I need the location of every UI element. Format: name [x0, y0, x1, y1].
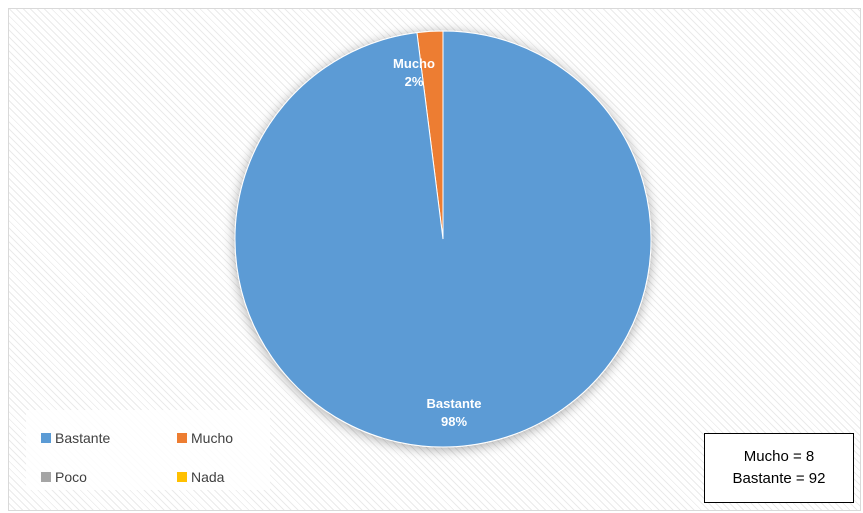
pie-slice-bastante	[234, 30, 652, 448]
chart-area: Mucho 2% Bastante 98% Bastante Mucho Poco N…	[8, 8, 861, 511]
legend-swatch-mucho	[177, 433, 187, 443]
legend-label-nada: Nada	[191, 469, 225, 485]
legend-label-poco: Poco	[55, 469, 87, 485]
legend-label-mucho: Mucho	[191, 430, 234, 446]
legend-item-poco: Poco	[41, 469, 87, 485]
note-line-mucho: Mucho = 8	[743, 448, 815, 465]
legend-label-bastante: Bastante	[55, 430, 111, 446]
legend: Bastante Mucho Poco Nada	[26, 410, 270, 490]
data-label-bastante: Bastante 98%	[427, 396, 482, 429]
legend-swatch-bastante	[41, 433, 51, 443]
data-label-mucho: Mucho 2%	[393, 56, 435, 89]
counts-note-box: Mucho = 8 Bastante = 92	[704, 433, 854, 503]
legend-item-nada: Nada	[177, 469, 224, 485]
legend-item-bastante: Bastante	[41, 430, 110, 446]
legend-item-mucho: Mucho	[177, 430, 233, 446]
note-line-bastante: Bastante = 92	[732, 470, 826, 487]
legend-swatch-poco	[41, 472, 51, 482]
pie-chart: Mucho 2% Bastante 98%	[234, 30, 652, 448]
legend-swatch-nada	[177, 472, 187, 482]
